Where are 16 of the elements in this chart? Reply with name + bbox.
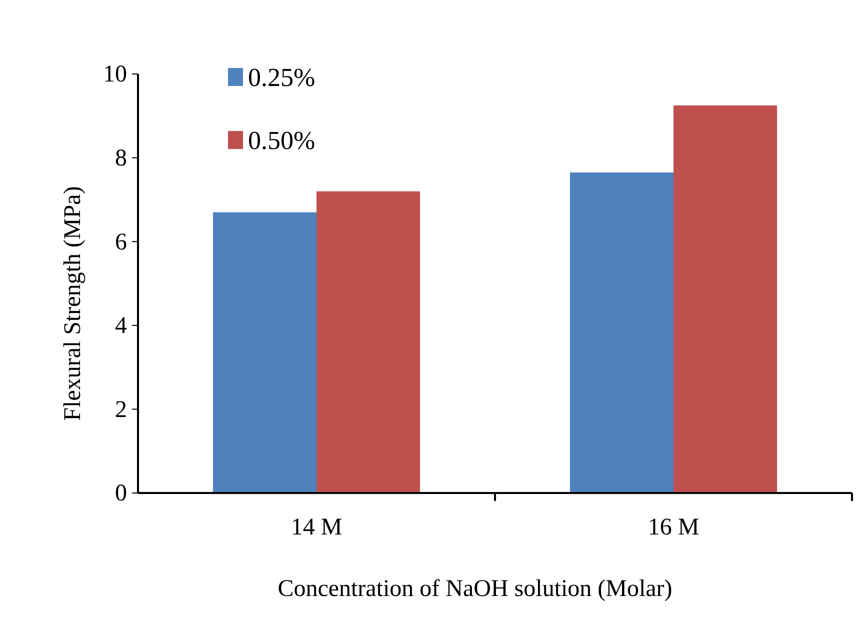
bar bbox=[570, 172, 674, 493]
bar bbox=[674, 105, 778, 493]
y-tick-label: 10 bbox=[103, 62, 127, 88]
y-tick-label: 2 bbox=[115, 396, 127, 423]
x-axis-title: Concentration of NaOH solution (Molar) bbox=[278, 576, 672, 602]
legend-label: 0.25% bbox=[248, 63, 316, 92]
y-tick-label: 6 bbox=[115, 229, 127, 256]
y-axis-title: Flexural Strength (MPa) bbox=[60, 186, 86, 421]
x-tick-label: 14 M bbox=[290, 514, 342, 540]
y-tick-label: 8 bbox=[115, 145, 127, 172]
y-tick-label: 0 bbox=[115, 480, 127, 507]
bar bbox=[316, 191, 420, 493]
bar bbox=[212, 212, 316, 493]
y-tick-label: 4 bbox=[115, 313, 127, 340]
legend-label: 0.50% bbox=[248, 126, 316, 155]
x-tick-label: 16 M bbox=[648, 514, 700, 540]
